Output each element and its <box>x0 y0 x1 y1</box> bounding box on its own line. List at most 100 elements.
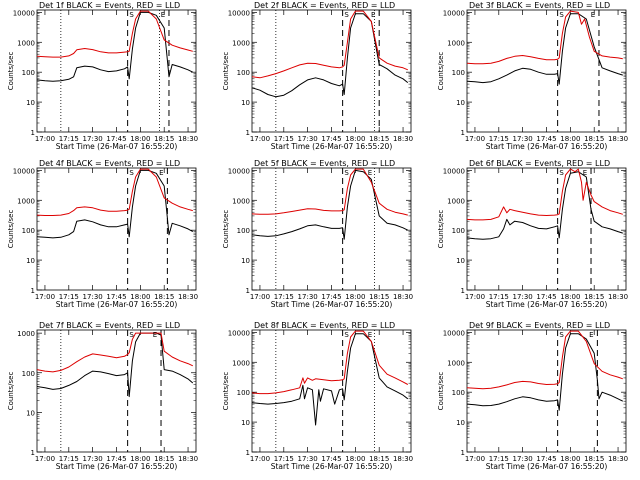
panel-9-x-tick-label: 18:30 <box>608 455 628 463</box>
panel-1-x-tick-label: 18:30 <box>178 135 198 143</box>
panel-5-y-tick-label: 10000 <box>228 167 250 175</box>
panel-8-y-tick-label: 100 <box>237 389 250 397</box>
panel-5-x-tick-label: 17:15 <box>274 293 294 301</box>
panel-9-x-tick-label: 17:45 <box>536 455 556 463</box>
panel-7-x-tick-label: 17:15 <box>59 455 79 463</box>
panel-7-x-tick-label: 18:15 <box>154 455 174 463</box>
panel-7-x-tick-label: 17:30 <box>83 455 103 463</box>
panel-8-series-events <box>251 333 409 426</box>
panel-2-y-tick-label: 10000 <box>228 9 250 17</box>
panel-3-axes-box <box>466 9 627 133</box>
panel-5-x-tick-label: 17:30 <box>298 293 318 301</box>
panel-4-ylabel: Counts/sec <box>7 210 15 249</box>
panel-3-x-tick-label: 17:30 <box>513 135 533 143</box>
panel-9-title: Det 9f BLACK = Events, RED = LLD <box>469 321 610 330</box>
panel-1-x-tick-label: 18:00 <box>130 135 150 143</box>
panel-3-x-tick-label: 17:15 <box>489 135 509 143</box>
panel-1-y-tick-label: 1 <box>31 129 35 137</box>
panel-9-y-tick-label: 100 <box>452 389 465 397</box>
panel-1-y-tick-label: 100 <box>22 69 35 77</box>
panel-8-x-tick-label: 18:00 <box>345 455 365 463</box>
panel-6-ylabel: Counts/sec <box>437 210 445 249</box>
panel-5-y-tick-label: 1000 <box>232 197 250 205</box>
panel-1-xlabel: Start Time (26-Mar-07 16:55:20) <box>56 142 178 151</box>
panel-5-y-tick-label: 1 <box>246 287 250 295</box>
panel-8-y-tick-label: 10000 <box>228 329 250 337</box>
panel-7: Det 7f BLACK = Events, RED = LLD 1 10 100 10… <box>7 321 198 471</box>
panel-5-xlabel: Start Time (26-Mar-07 16:55:20) <box>271 300 393 309</box>
panel-1-y-tick-label: 1000 <box>17 39 35 47</box>
panel-3-x-tick-label: 18:15 <box>584 135 604 143</box>
panel-9-y-tick-label: 1000 <box>447 359 465 367</box>
panel-3-x-tick-label: 17:00 <box>465 135 485 143</box>
panel-5-series-events <box>251 169 409 240</box>
panel-2-xlabel: Start Time (26-Mar-07 16:55:20) <box>271 142 393 151</box>
panel-9-axes-box <box>466 329 627 453</box>
panel-3: Det 3f BLACK = Events, RED = LLD 1 10 100 10… <box>437 1 628 151</box>
panel-9-x-tick-label: 17:15 <box>489 455 509 463</box>
panel-2-series-events <box>251 13 409 98</box>
panel-8-x-tick-label: 17:30 <box>298 455 318 463</box>
panel-7-xlabel: Start Time (26-Mar-07 16:55:20) <box>56 462 178 471</box>
panel-3-x-tick-label: 18:00 <box>560 135 580 143</box>
panel-4-marker-s: S <box>129 169 134 177</box>
panel-4-x-tick-label: 17:00 <box>35 293 55 301</box>
panel-8-y-tick-label: 1000 <box>232 359 250 367</box>
panel-5-ylabel: Counts/sec <box>222 210 230 249</box>
panel-3-title: Det 3f BLACK = Events, RED = LLD <box>469 1 610 10</box>
panel-8-title: Det 8f BLACK = Events, RED = LLD <box>254 321 395 330</box>
panel-5-marker-e: E <box>368 169 372 177</box>
panel-4: Det 4f BLACK = Events, RED = LLD 1 10 100 10… <box>7 159 198 309</box>
panel-3-series-events <box>466 13 623 85</box>
panel-4-y-tick-label: 1 <box>31 287 35 295</box>
panel-7-x-tick-label: 18:00 <box>130 455 150 463</box>
panel-2-x-tick-label: 17:00 <box>250 135 270 143</box>
panel-3-marker-s: S <box>559 11 564 19</box>
panel-6-marker-s: S <box>559 169 564 177</box>
panel-5-title: Det 5f BLACK = Events, RED = LLD <box>254 159 395 168</box>
panel-4-x-tick-label: 18:15 <box>154 293 174 301</box>
panel-1-series-events <box>36 11 194 82</box>
panel-7-y-tick-label: 1 <box>31 449 35 457</box>
panel-1: Det 1f BLACK = Events, RED = LLD 1 10 100 10… <box>7 1 198 151</box>
panel-4-xlabel: Start Time (26-Mar-07 16:55:20) <box>56 300 178 309</box>
panel-2-title: Det 2f BLACK = Events, RED = LLD <box>254 1 395 10</box>
panel-9-series-lld <box>466 330 623 390</box>
panel-2-series-lld <box>251 10 408 79</box>
panel-4-x-tick-label: 18:00 <box>130 293 150 301</box>
panel-1-ylabel: Counts/sec <box>7 52 15 91</box>
panel-2-y-tick-label: 1 <box>246 129 250 137</box>
panel-6: Det 6f BLACK = Events, RED = LLD 1 10 100 10… <box>437 159 628 309</box>
panel-3-x-tick-label: 17:45 <box>536 135 556 143</box>
panel-2-x-tick-label: 17:30 <box>298 135 318 143</box>
panel-9-y-tick-label: 10000 <box>443 329 465 337</box>
panel-7-x-tick-label: 17:00 <box>35 455 55 463</box>
panel-2-x-tick-label: 18:00 <box>345 135 365 143</box>
panel-9-ylabel: Counts/sec <box>437 372 445 411</box>
panel-6-y-tick-label: 100 <box>452 227 465 235</box>
panel-4-x-tick-label: 18:30 <box>178 293 198 301</box>
panel-4-x-tick-label: 17:15 <box>59 293 79 301</box>
panel-6-title: Det 6f BLACK = Events, RED = LLD <box>469 159 610 168</box>
panel-7-marker-s: S <box>129 331 134 339</box>
panel-8-xlabel: Start Time (26-Mar-07 16:55:20) <box>271 462 393 471</box>
panel-6-series-events <box>466 171 623 240</box>
panel-9-x-tick-label: 18:00 <box>560 455 580 463</box>
panel-8-x-tick-label: 17:45 <box>321 455 341 463</box>
panel-7-ylabel: Counts/sec <box>7 372 15 411</box>
panel-9-x-tick-label: 17:30 <box>513 455 533 463</box>
panel-7-x-tick-label: 17:45 <box>106 455 126 463</box>
panel-2-x-tick-label: 17:15 <box>274 135 294 143</box>
panel-8-x-tick-label: 18:15 <box>369 455 389 463</box>
panel-2-y-tick-label: 100 <box>237 69 250 77</box>
panel-5-marker-s: S <box>344 169 349 177</box>
panel-9-y-tick-label: 10 <box>456 419 465 427</box>
panel-2-y-tick-label: 1000 <box>232 39 250 47</box>
panel-6-x-tick-label: 17:00 <box>465 293 485 301</box>
panel-2-x-tick-label: 17:45 <box>321 135 341 143</box>
panel-4-y-tick-label: 10000 <box>13 167 35 175</box>
panel-8-marker-e: E <box>368 331 372 339</box>
panel-3-ylabel: Counts/sec <box>437 52 445 91</box>
panel-7-title: Det 7f BLACK = Events, RED = LLD <box>39 321 180 330</box>
panel-4-series-lld <box>36 168 193 216</box>
